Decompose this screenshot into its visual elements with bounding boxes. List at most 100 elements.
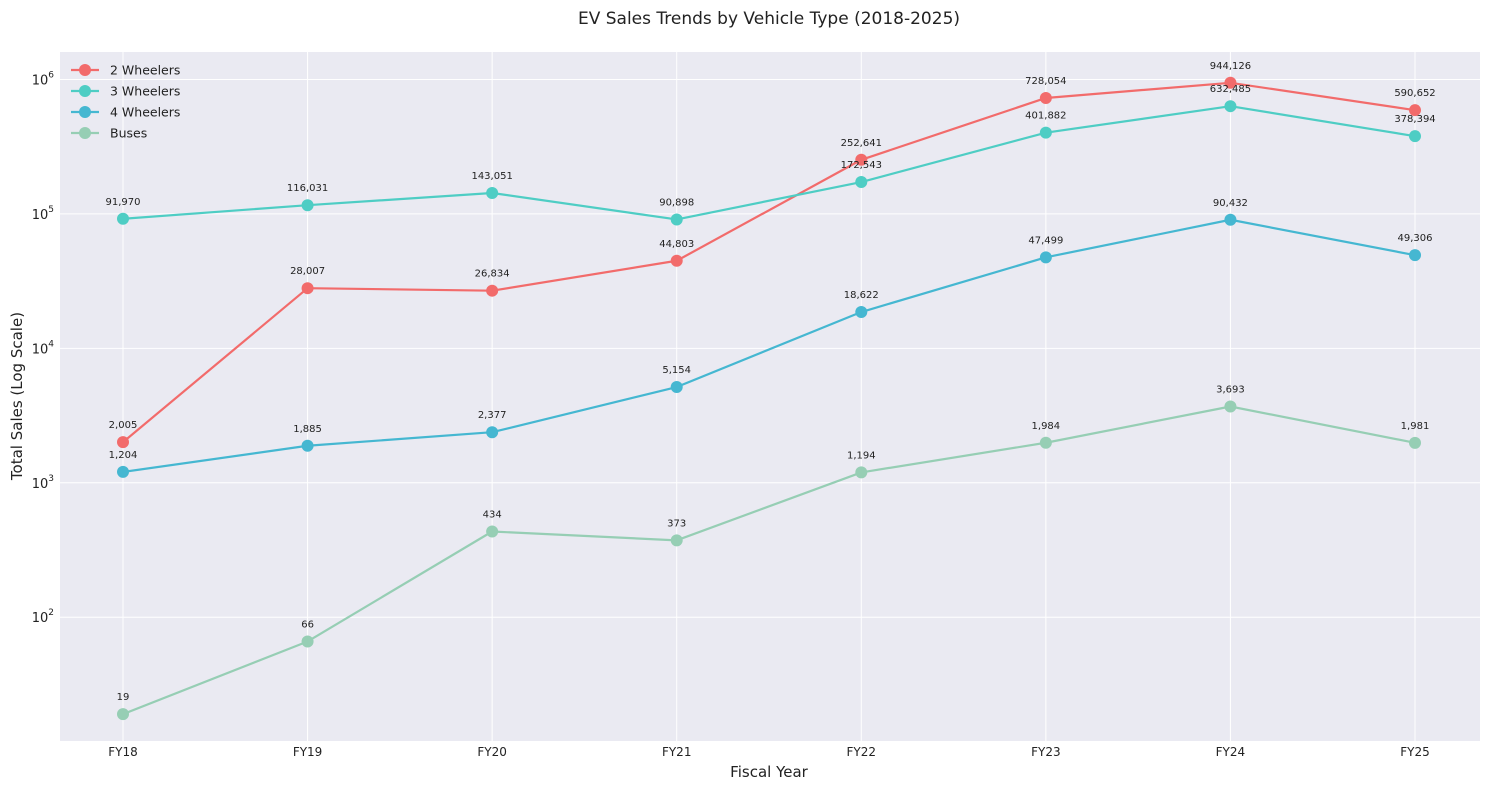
data-label: 19 — [117, 692, 130, 703]
series-line — [122, 105, 1416, 221]
series-line — [122, 218, 1416, 474]
data-point — [1224, 100, 1237, 113]
data-point — [301, 439, 314, 452]
data-point — [670, 381, 683, 394]
axes: FY18 FY19 FY20 FY21 FY22 FY23 FY24 FY25 102 103 10… — [32, 70, 1430, 759]
data-label: 90,432 — [1213, 198, 1248, 209]
data-point — [117, 465, 129, 478]
legend: 2 Wheelers 3 Wheelers 4 Wheelers Buses — [71, 63, 180, 141]
y-tick-label: 106 — [32, 70, 55, 88]
data-point — [1409, 436, 1421, 449]
data-label: 2,005 — [109, 420, 138, 431]
y-tick-label: 102 — [32, 608, 54, 626]
data-label: 18,622 — [844, 290, 879, 301]
x-tick-label: FY24 — [1216, 745, 1246, 759]
data-point — [1409, 104, 1421, 117]
y-axis-label: Total Sales (Log Scale) — [8, 312, 26, 481]
data-point — [486, 525, 499, 538]
data-label: 66 — [301, 619, 314, 630]
data-label: 28,007 — [290, 266, 325, 277]
data-point — [301, 282, 314, 295]
data-point — [670, 534, 683, 547]
data-point — [1224, 76, 1237, 89]
data-label: 434 — [483, 510, 502, 521]
data-label: 116,031 — [287, 183, 328, 194]
data-label: 3,693 — [1216, 384, 1245, 395]
data-point — [117, 436, 129, 449]
y-tick-label: 104 — [32, 339, 55, 357]
x-tick-label: FY23 — [1031, 745, 1061, 759]
legend-marker — [79, 85, 91, 97]
data-point — [855, 466, 868, 479]
legend-label: Buses — [110, 126, 147, 141]
legend-label: 2 Wheelers — [110, 63, 180, 78]
data-label: 26,834 — [475, 269, 510, 280]
data-label: 1,194 — [847, 450, 876, 461]
plot-area — [60, 52, 1480, 741]
data-label: 590,652 — [1394, 88, 1435, 99]
data-point — [670, 213, 683, 226]
x-tick-label: FY18 — [108, 745, 138, 759]
data-point — [1409, 130, 1421, 143]
data-label: 252,641 — [841, 138, 882, 149]
data-point — [301, 635, 314, 648]
data-label: 1,885 — [293, 424, 322, 435]
data-label: 632,485 — [1210, 84, 1251, 95]
data-label: 5,154 — [662, 365, 691, 376]
data-point — [1039, 251, 1052, 264]
data-label: 728,054 — [1025, 76, 1066, 87]
chart-title: EV Sales Trends by Vehicle Type (2018-20… — [578, 9, 960, 29]
data-point — [1224, 400, 1237, 413]
data-label: 2,377 — [478, 410, 507, 421]
data-point — [486, 284, 499, 297]
data-label: 172,543 — [841, 160, 882, 171]
data-label: 91,970 — [106, 197, 141, 208]
data-point — [301, 199, 314, 212]
data-label: 401,882 — [1025, 111, 1066, 122]
legend-marker — [79, 64, 91, 76]
data-point — [855, 306, 868, 319]
data-label: 1,984 — [1032, 421, 1061, 432]
data-label: 90,898 — [659, 197, 694, 208]
data-point — [117, 708, 129, 721]
x-tick-label: FY21 — [662, 745, 692, 759]
legend-marker — [79, 106, 91, 118]
data-point — [670, 254, 683, 267]
data-label: 44,803 — [659, 239, 694, 250]
data-label: 1,204 — [109, 450, 138, 461]
legend-marker — [79, 127, 91, 139]
series-line — [122, 405, 1416, 716]
data-point — [1224, 213, 1237, 226]
x-tick-label: FY19 — [293, 745, 323, 759]
legend-label: 4 Wheelers — [110, 105, 180, 120]
data-label: 944,126 — [1210, 61, 1251, 72]
data-point — [1039, 126, 1052, 139]
data-point — [855, 153, 868, 166]
data-label: 49,306 — [1398, 233, 1433, 244]
series-line — [122, 81, 1416, 443]
y-tick-label: 105 — [32, 205, 54, 223]
data-label: 378,394 — [1394, 114, 1435, 125]
data-point — [1409, 249, 1421, 262]
x-tick-label: FY22 — [847, 745, 877, 759]
data-point — [117, 212, 129, 225]
y-tick-label: 103 — [32, 474, 54, 492]
data-labels: 2,005 28,007 26,834 44,803 252,641 728,054 944… — [106, 61, 1436, 703]
data-label: 143,051 — [471, 171, 512, 182]
data-label: 373 — [667, 518, 686, 529]
data-point — [486, 426, 499, 439]
x-tick-label: FY20 — [477, 745, 507, 759]
x-tick-label: FY25 — [1400, 745, 1430, 759]
x-axis-label: Fiscal Year — [730, 763, 808, 781]
data-label: 47,499 — [1028, 235, 1063, 246]
data-point — [1039, 91, 1052, 104]
grid — [60, 52, 1480, 741]
data-label: 1,981 — [1401, 421, 1430, 432]
series-layer — [117, 76, 1421, 721]
data-point — [1039, 436, 1052, 449]
data-point — [486, 186, 499, 199]
data-point — [855, 176, 868, 189]
legend-label: 3 Wheelers — [110, 84, 180, 99]
